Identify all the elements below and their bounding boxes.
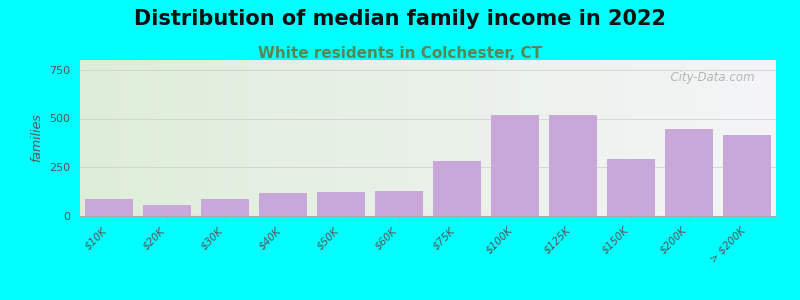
Bar [550,115,597,216]
Bar [259,193,306,216]
Bar [318,192,365,216]
Text: White residents in Colchester, CT: White residents in Colchester, CT [258,46,542,62]
Bar [143,205,190,216]
Bar [723,135,770,216]
Bar [666,129,713,216]
Bar [607,159,654,216]
Bar [491,115,538,216]
Text: City-Data.com: City-Data.com [663,71,755,84]
Text: Distribution of median family income in 2022: Distribution of median family income in … [134,9,666,29]
Bar [434,161,481,216]
Bar [202,200,249,216]
Bar [375,191,422,216]
Y-axis label: families: families [30,114,43,162]
Bar [86,200,133,216]
